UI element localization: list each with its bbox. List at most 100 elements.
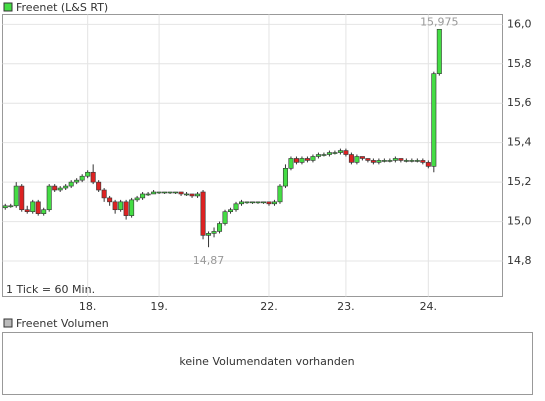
candle-body	[156, 191, 162, 194]
candle-body	[260, 201, 266, 204]
candle-body	[233, 203, 239, 211]
candle-body	[359, 156, 365, 159]
candle-body	[239, 201, 245, 205]
candle-body	[19, 185, 25, 211]
candle-body	[52, 185, 58, 191]
candle-body	[46, 185, 52, 211]
candle-body	[217, 223, 223, 232]
candle-body	[310, 156, 316, 161]
candle-body	[398, 158, 404, 161]
candle-body	[299, 158, 305, 163]
candle-body	[24, 209, 30, 213]
candle-body	[90, 171, 96, 183]
candle-body	[129, 199, 135, 216]
y-tick-label: 15,4	[507, 136, 532, 149]
volume-message: keine Volumendaten vorhanden	[179, 355, 354, 368]
candle-body	[348, 154, 354, 163]
candle-body	[57, 187, 63, 191]
annotation: 15,975	[420, 15, 459, 28]
x-tick-label: 19.	[150, 300, 168, 313]
candle-body	[112, 201, 118, 211]
candle-body	[387, 160, 393, 162]
candle-body	[304, 158, 310, 161]
x-tick-label: 22.	[260, 300, 278, 313]
volume-legend-swatch	[3, 318, 13, 328]
candle-body	[343, 150, 349, 155]
candle-body	[107, 197, 113, 203]
candle-body	[266, 201, 272, 205]
candle-body	[431, 73, 437, 167]
candle-body	[365, 158, 371, 161]
candle-body	[184, 193, 190, 196]
candle-body	[178, 191, 184, 195]
candle-body	[63, 185, 69, 189]
plot-frame	[2, 14, 503, 297]
candle-body	[277, 185, 283, 203]
candle-body	[74, 179, 80, 183]
candle-body	[222, 211, 228, 224]
candle-body	[101, 189, 107, 199]
candle-body	[370, 160, 376, 163]
candle-body	[195, 193, 201, 197]
y-tick-label: 15,0	[507, 215, 532, 228]
candle-body	[41, 209, 47, 214]
volume-frame	[2, 332, 533, 395]
candle-body	[96, 181, 102, 191]
candle-body	[425, 162, 431, 167]
volume-legend-label: Freenet Volumen	[16, 317, 109, 330]
x-tick-label: 18.	[79, 300, 97, 313]
candle-body	[288, 158, 294, 169]
candle-body	[118, 201, 124, 211]
candle-body	[321, 154, 327, 156]
candle-body	[68, 181, 74, 187]
y-tick-label: 16,0	[507, 17, 532, 30]
candle-body	[13, 185, 19, 207]
candle-body	[35, 201, 41, 214]
candle-body	[79, 175, 85, 181]
candle-body	[30, 201, 36, 213]
candle-body	[162, 191, 168, 194]
candle-body	[403, 160, 409, 162]
candle-body	[200, 191, 206, 236]
legend-swatch	[3, 2, 13, 12]
candle-body	[376, 160, 382, 163]
candle-body	[436, 28, 442, 74]
candle-body	[228, 209, 234, 213]
candle-body	[211, 231, 217, 234]
candle-body	[392, 158, 398, 161]
x-tick-label: 23.	[337, 300, 355, 313]
y-tick-label: 15,8	[507, 57, 532, 70]
candle-body	[173, 191, 179, 194]
y-tick-label: 15,2	[507, 175, 532, 188]
y-tick-label: 14,8	[507, 254, 532, 267]
candle-body	[151, 191, 157, 195]
candle-body	[255, 201, 261, 204]
candle-body	[244, 201, 250, 204]
x-tick-label: 24.	[420, 300, 438, 313]
candle-body	[167, 191, 173, 194]
candle-body	[315, 154, 321, 157]
candle-body	[409, 160, 415, 162]
annotation: 14,87	[193, 254, 225, 267]
candle-body	[332, 152, 338, 154]
candle-body	[123, 201, 129, 216]
candle-body	[189, 193, 195, 197]
candle-body	[381, 160, 387, 162]
candle-body	[85, 171, 91, 177]
candle-body	[354, 156, 360, 163]
candle-body	[337, 150, 343, 153]
candle-body	[282, 168, 288, 187]
candle-body	[140, 193, 146, 199]
tick-note: 1 Tick = 60 Min.	[6, 283, 95, 296]
candle-body	[271, 201, 277, 205]
candle-body	[414, 160, 420, 162]
candle-body	[326, 152, 332, 155]
candle-body	[134, 197, 140, 201]
candle-body	[206, 233, 212, 236]
candle-body	[420, 160, 426, 163]
candle-body	[145, 193, 151, 196]
candle-body	[2, 205, 8, 209]
y-tick-label: 15,6	[507, 96, 532, 109]
